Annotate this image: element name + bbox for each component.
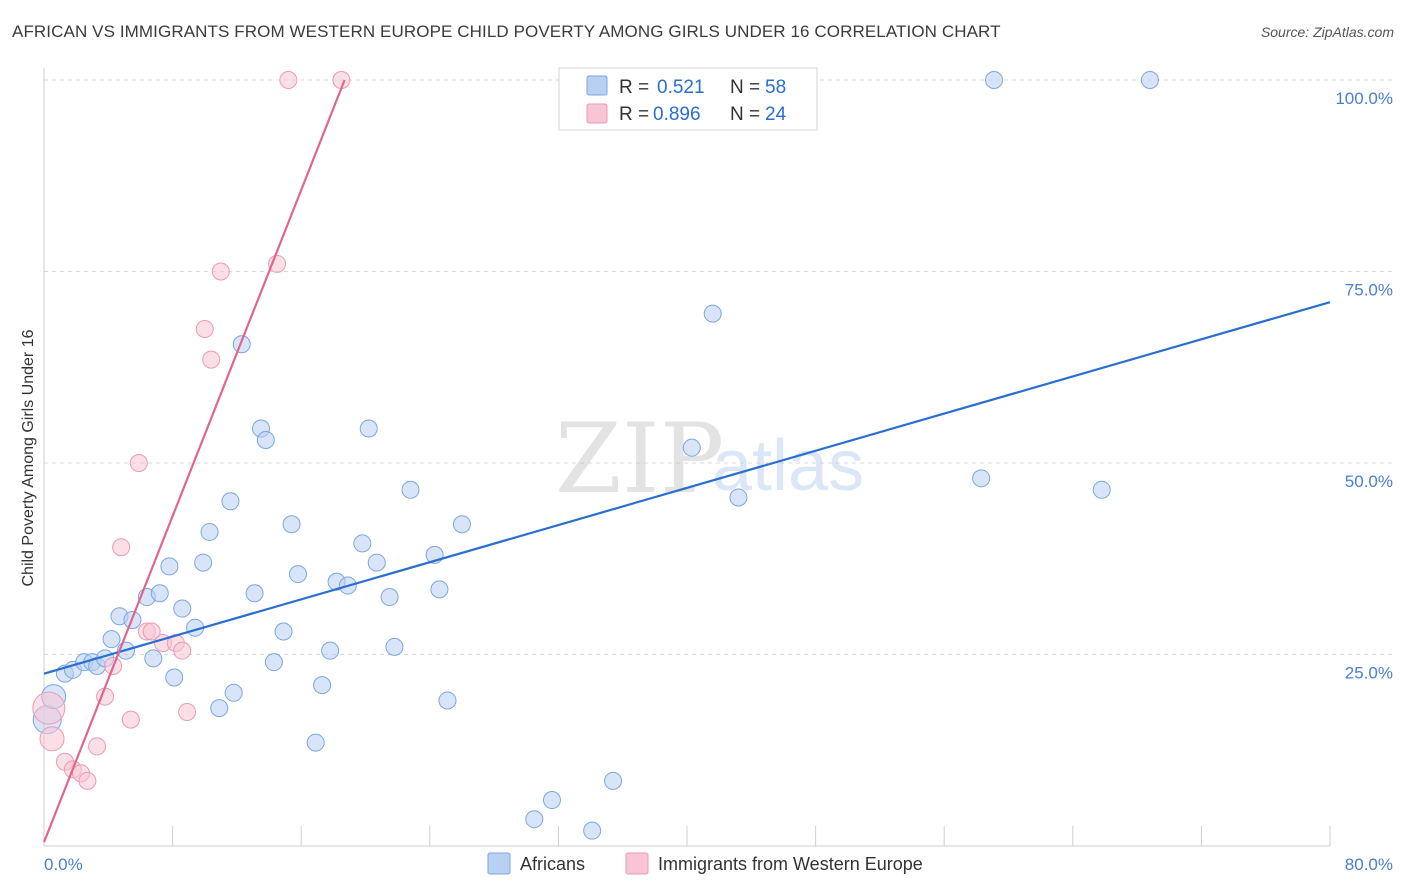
series-legend: Africans Immigrants from Western Europe bbox=[487, 852, 923, 875]
legend-r-label-2: R = bbox=[619, 104, 649, 125]
immigrants-point bbox=[88, 737, 107, 756]
africans-point bbox=[274, 622, 293, 641]
y-tick-label: 100.0% bbox=[1335, 89, 1393, 108]
legend-r-label-1: R = bbox=[619, 77, 649, 98]
legend-r-value-2: 0.896 bbox=[653, 104, 701, 125]
africans-point bbox=[583, 821, 602, 840]
africans-point bbox=[102, 630, 121, 649]
africans-point bbox=[313, 676, 332, 695]
africans-point bbox=[542, 791, 561, 810]
immigrants-trend-line bbox=[42, 79, 346, 843]
africans-point bbox=[682, 438, 701, 457]
africans-point bbox=[321, 641, 340, 660]
x-tick-labels: 0.0% 80.0% bbox=[44, 855, 1393, 874]
africans-point bbox=[359, 419, 378, 438]
immigrants-point bbox=[129, 454, 148, 472]
y-axis-label: Child Poverty Among Girls Under 16 bbox=[20, 329, 37, 586]
legend-r-value-1: 0.521 bbox=[657, 77, 705, 98]
africans-point bbox=[972, 469, 991, 488]
africans-point bbox=[306, 733, 325, 752]
africans-point bbox=[385, 637, 404, 656]
africans-trend-line bbox=[43, 301, 1331, 675]
watermark: ZIP atlas bbox=[555, 403, 864, 515]
africans-point bbox=[165, 668, 184, 687]
africans-point bbox=[452, 515, 471, 534]
africans-point bbox=[1092, 480, 1111, 499]
bottom-swatch-africans bbox=[487, 852, 511, 875]
y-tick-labels: 25.0% 50.0% 75.0% 100.0% bbox=[1335, 89, 1393, 683]
legend-n-value-1: 58 bbox=[765, 77, 786, 98]
africans-point bbox=[264, 653, 283, 672]
immigrants-point bbox=[142, 622, 161, 641]
africans-point bbox=[232, 335, 251, 354]
immigrants-point bbox=[279, 71, 298, 89]
immigrants-point bbox=[112, 538, 131, 557]
africans-points bbox=[32, 71, 1159, 840]
immigrants-point bbox=[195, 319, 214, 338]
x-tick-label-max: 80.0% bbox=[1345, 855, 1393, 874]
bottom-legend-immigrants: Immigrants from Western Europe bbox=[658, 854, 923, 874]
immigrants-point bbox=[173, 641, 192, 660]
africans-point bbox=[210, 699, 229, 718]
chart-title: AFRICAN VS IMMIGRANTS FROM WESTERN EUROP… bbox=[12, 22, 1001, 41]
legend-n-label-1: N = bbox=[730, 77, 760, 98]
source-label: Source: ZipAtlas.com bbox=[1260, 24, 1394, 40]
africans-point bbox=[525, 810, 544, 829]
africans-point bbox=[150, 584, 169, 603]
immigrants-point bbox=[121, 710, 140, 729]
africans-point bbox=[604, 771, 623, 790]
africans-point bbox=[282, 515, 301, 534]
africans-point bbox=[353, 534, 372, 553]
immigrants-point bbox=[32, 691, 66, 725]
gridlines bbox=[44, 79, 1392, 655]
immigrants-point bbox=[211, 262, 230, 281]
watermark-zip: ZIP bbox=[555, 403, 724, 515]
africans-point bbox=[173, 599, 192, 618]
legend-swatch-africans bbox=[586, 75, 608, 96]
africans-point bbox=[256, 431, 275, 450]
correlation-legend: R = 0.521 N = 58 R = 0.896 N = 24 bbox=[558, 67, 818, 131]
africans-point bbox=[194, 553, 213, 572]
africans-point bbox=[729, 488, 748, 507]
immigrants-point bbox=[202, 350, 221, 369]
africans-point bbox=[438, 691, 457, 710]
immigrants-point bbox=[178, 702, 197, 721]
africans-point bbox=[401, 480, 420, 499]
bottom-swatch-immigrants bbox=[625, 852, 649, 875]
africans-point bbox=[985, 71, 1004, 89]
africans-point bbox=[367, 553, 386, 572]
y-tick-label: 50.0% bbox=[1345, 472, 1393, 491]
x-tick-marks bbox=[172, 826, 1331, 846]
immigrants-point bbox=[78, 771, 97, 790]
y-tick-label: 75.0% bbox=[1345, 281, 1393, 300]
africans-point bbox=[703, 304, 722, 323]
africans-point bbox=[430, 580, 449, 599]
legend-n-label-2: N = bbox=[730, 104, 760, 125]
africans-point bbox=[160, 557, 179, 576]
trend-lines bbox=[42, 79, 1331, 843]
x-tick-label-min: 0.0% bbox=[44, 855, 83, 874]
africans-point bbox=[221, 492, 240, 511]
immigrants-points bbox=[32, 71, 351, 790]
africans-point bbox=[224, 683, 243, 702]
legend-n-value-2: 24 bbox=[765, 104, 787, 125]
y-tick-label: 25.0% bbox=[1345, 664, 1393, 683]
africans-point bbox=[288, 565, 307, 584]
immigrants-point bbox=[39, 726, 65, 752]
legend-swatch-immigrants bbox=[586, 103, 608, 124]
bottom-legend-africans: Africans bbox=[520, 854, 585, 874]
africans-point bbox=[200, 522, 219, 541]
africans-point bbox=[245, 584, 264, 603]
africans-point bbox=[1140, 71, 1159, 89]
africans-point bbox=[144, 649, 163, 668]
africans-point bbox=[380, 588, 399, 607]
